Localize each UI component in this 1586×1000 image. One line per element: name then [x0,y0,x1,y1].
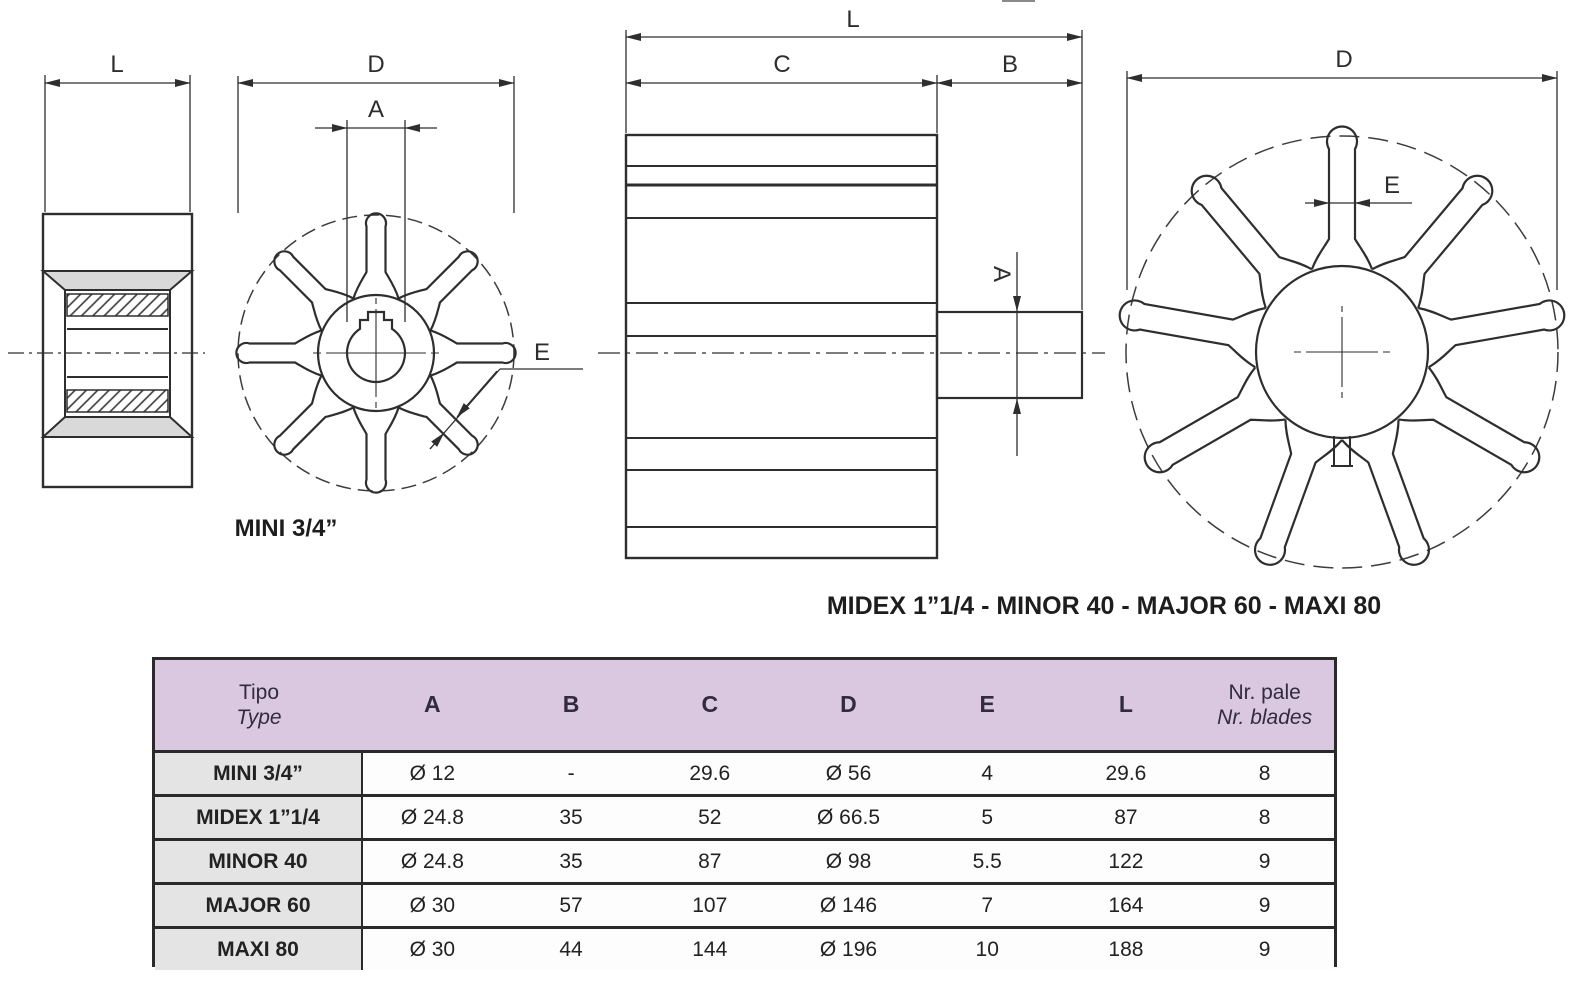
header-dim-c: C [640,660,780,750]
cell-b: - [501,750,641,794]
large-front-view [1113,71,1571,576]
cell-a: Ø 30 [363,926,502,970]
cell-blades: 8 [1195,794,1334,838]
cell-c: 87 [640,838,780,882]
cell-l: 122 [1056,838,1196,882]
cell-e: 5.5 [917,838,1057,882]
cell-l: 87 [1056,794,1196,838]
dim-label-a-mini: A [368,96,384,123]
mini-front-view [235,76,583,494]
cell-b: 35 [501,794,641,838]
cell-blades: 8 [1195,750,1334,794]
cell-d: Ø 56 [779,750,918,794]
header-type-en: Type [236,706,282,729]
header-dim-b: B [501,660,641,750]
header-blades-it: Nr. pale [1228,680,1301,704]
cell-d: Ø 98 [779,838,918,882]
dimension-table: Tipo Type A B C D E L Nr. pale Nr. blade… [152,657,1337,970]
row-label: MAJOR 60 [155,882,363,926]
cell-a: Ø 12 [363,750,502,794]
cell-c: 52 [640,794,780,838]
row-label: MAXI 80 [155,926,363,970]
dim-label-l-mini: L [110,51,123,78]
cell-c: 107 [640,882,780,926]
large-side-view [598,30,1105,560]
header-dim-a: A [363,660,502,750]
dim-label-l-large: L [846,6,859,33]
cell-l: 29.6 [1056,750,1196,794]
cell-c: 29.6 [640,750,780,794]
header-type-it: Tipo [238,680,280,704]
cell-b: 35 [501,838,641,882]
dim-label-a-large: A [988,266,1015,282]
dim-label-d-mini: D [367,51,384,78]
cell-a: Ø 24.8 [363,838,502,882]
cell-a: Ø 30 [363,882,502,926]
cell-e: 10 [917,926,1057,970]
cell-d: Ø 196 [779,926,918,970]
large-impellers-caption: MIDEX 1”1/4 - MINOR 40 - MAJOR 60 - MAXI… [826,592,1382,620]
row-label: MINOR 40 [155,838,363,882]
cell-a: Ø 24.8 [363,794,502,838]
dim-label-e-mini: E [534,339,550,366]
header-type: Tipo Type [155,660,363,750]
cell-d: Ø 66.5 [779,794,918,838]
cell-b: 57 [501,882,641,926]
mini-side-view [8,75,205,489]
header-blades: Nr. pale Nr. blades [1195,660,1334,750]
cell-e: 4 [917,750,1057,794]
mini-impeller-caption: MINI 3/4” [234,515,338,542]
header-dim-l: L [1056,660,1196,750]
dim-label-e-large: E [1384,172,1400,199]
dim-label-d-large: D [1335,46,1352,73]
cell-l: 188 [1056,926,1196,970]
cell-c: 144 [640,926,780,970]
cell-blades: 9 [1195,838,1334,882]
header-dim-e: E [917,660,1057,750]
dim-label-c-large: C [773,51,790,78]
dim-label-b-large: B [1002,51,1018,78]
cell-b: 44 [501,926,641,970]
cell-e: 5 [917,794,1057,838]
row-label: MIDEX 1”1/4 [155,794,363,838]
row-label: MINI 3/4” [155,750,363,794]
cell-l: 164 [1056,882,1196,926]
cell-blades: 9 [1195,926,1334,970]
cell-blades: 9 [1195,882,1334,926]
cell-e: 7 [917,882,1057,926]
technical-drawings: L [8,0,1571,576]
header-dim-d: D [779,660,918,750]
header-blades-en: Nr. blades [1217,706,1313,729]
cell-d: Ø 146 [779,882,918,926]
